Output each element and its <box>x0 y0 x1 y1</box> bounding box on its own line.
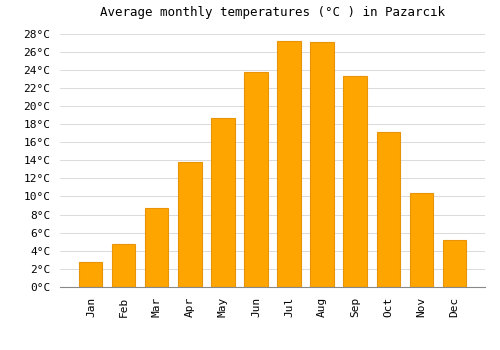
Bar <box>310 42 334 287</box>
Bar <box>178 162 202 287</box>
Bar <box>212 118 234 287</box>
Title: Average monthly temperatures (°C ) in Pazarcık: Average monthly temperatures (°C ) in Pa… <box>100 6 445 19</box>
Bar <box>344 76 366 287</box>
Bar <box>376 132 400 287</box>
Bar <box>244 72 268 287</box>
Bar <box>410 193 432 287</box>
Bar <box>278 41 300 287</box>
Bar <box>146 208 169 287</box>
Bar <box>112 244 136 287</box>
Bar <box>442 240 466 287</box>
Bar <box>80 262 102 287</box>
